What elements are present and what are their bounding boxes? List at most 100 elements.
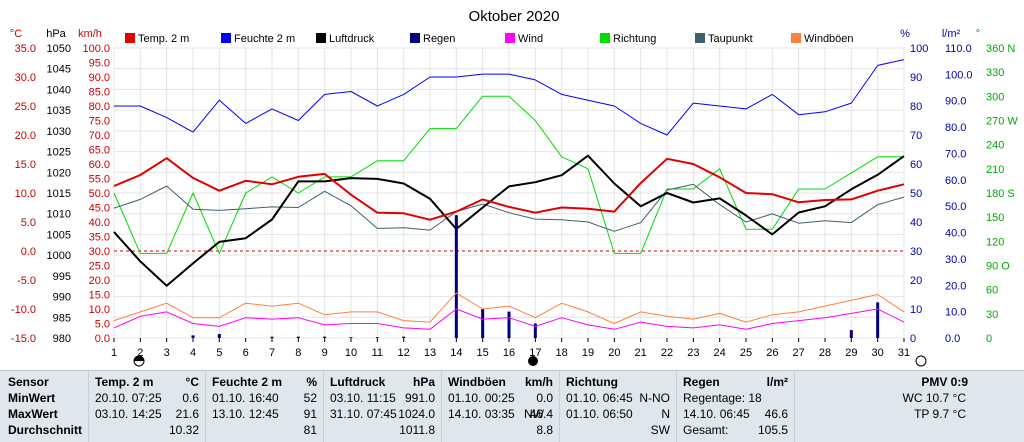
humidity-tick: 60 <box>910 159 922 171</box>
x-tick-label: 16 <box>503 347 515 359</box>
x-tick-label: 1 <box>111 347 117 359</box>
x-tick-label: 30 <box>872 347 884 359</box>
humidity-tick: 0 <box>910 333 916 345</box>
wind-tick: 85.0 <box>89 87 110 99</box>
x-tick-label: 17 <box>529 347 541 359</box>
rain-total-label: Gesamt: <box>683 423 729 437</box>
direction-tick: 120 <box>986 236 1004 248</box>
legend-swatch <box>410 33 420 43</box>
x-axis: 1 2 3 4 5 6 7 8 9 10 11 12 13 14 15 16 17 18 19 20 21 22 23 24 2… <box>111 338 910 359</box>
moon-icon <box>133 355 145 367</box>
gust-min-time: 01.10. 00:25 <box>448 391 515 405</box>
x-tick-label: 15 <box>477 347 489 359</box>
humidity-tick: 100 <box>910 43 928 55</box>
rain-bars <box>191 215 880 338</box>
rain-bar <box>217 334 221 338</box>
direction-tick: 0 <box>986 333 992 345</box>
pressure-tick: 1030 <box>47 126 71 138</box>
wind-tick: 80.0 <box>89 101 110 113</box>
rain-bar <box>270 336 274 338</box>
weather-chart: Oktober 2020 35.030.025.020.015.010.05.0… <box>10 8 1018 367</box>
temp-min-time: 20.10. 07:25 <box>95 391 162 405</box>
x-tick-label: 11 <box>372 347 383 359</box>
legend-swatch <box>221 33 231 43</box>
rain-bar <box>402 336 406 338</box>
rain-tick: 100.0 <box>945 69 973 81</box>
row-max-label: MaxWert <box>8 407 58 421</box>
temp-header: Temp. 2 m <box>95 375 154 389</box>
dir-min: N-NO <box>639 391 670 405</box>
temp-max: 21.6 <box>175 407 199 421</box>
legend-swatch <box>695 33 705 43</box>
wind-tick: 65.0 <box>89 145 110 157</box>
rain-header: Regen <box>683 375 720 389</box>
dir-avg: SW <box>650 423 670 437</box>
rain-bar <box>533 323 537 338</box>
wind-tick: 40.0 <box>89 217 110 229</box>
x-tick-label: 24 <box>714 347 726 359</box>
wind-tick: 45.0 <box>89 203 110 215</box>
x-tick-label: 3 <box>164 347 170 359</box>
rain-tick: 10.0 <box>945 307 966 319</box>
direction-line <box>113 95 904 254</box>
x-tick-label: 20 <box>608 347 620 359</box>
direction-tick: 60 <box>986 285 998 297</box>
legend-label: Regen <box>423 33 455 45</box>
moon-phases <box>133 355 927 367</box>
rain-tick: 30.0 <box>945 254 966 266</box>
rain-unit: l/m² <box>766 375 788 389</box>
temp-tick: -10.0 <box>11 304 36 316</box>
rain-column: Regen l/m² Regentage: 18 14.10. 06:45 46.6… <box>677 371 795 442</box>
pmv-column: PMV 0:9 WC 10.7 °C TP 9.7 °C <box>795 371 1024 442</box>
axes: 35.0 30.0 25.0 20.0 15.0 10.0 5.0 0.0 -5.0 -10.0 -… <box>11 43 1018 345</box>
unit-header: ° <box>976 28 980 40</box>
rain-tick: 60.0 <box>945 175 966 187</box>
press-unit: hPa <box>412 375 435 389</box>
wind-line <box>113 308 905 330</box>
x-tick-label: 31 <box>898 347 910 359</box>
gust-max-dir: NW <box>524 407 544 421</box>
pmv-tp: TP 9.7 °C <box>914 407 966 421</box>
direction-tick: 180 S <box>986 188 1015 200</box>
unit-header: km/h <box>78 28 102 40</box>
humidity-tick: 50 <box>910 188 922 200</box>
press-min-time: 03.10. 11:15 <box>330 391 396 405</box>
direction-tick: 210 <box>986 164 1004 176</box>
x-tick-label: 23 <box>687 347 699 359</box>
x-tick-label: 28 <box>819 347 831 359</box>
pressure-tick: 1025 <box>47 147 71 159</box>
grid-lines <box>113 47 905 339</box>
pressure-tick: 995 <box>53 271 71 283</box>
row-min-label: MinWert <box>8 391 56 405</box>
pressure-tick: 1010 <box>47 209 71 221</box>
legend-swatch <box>600 33 610 43</box>
wind-tick: 15.0 <box>89 290 110 302</box>
gust-header: Windböen <box>448 375 506 389</box>
temp-avg: 10.32 <box>168 423 199 437</box>
pressure-tick: 980 <box>53 333 71 345</box>
gust-max: 46.4 <box>529 407 553 421</box>
pressure-tick: 1040 <box>47 84 71 96</box>
x-tick-label: 2 <box>137 347 143 359</box>
wind-tick: 10.0 <box>89 304 110 316</box>
wind-tick: 35.0 <box>89 232 110 244</box>
x-tick-label: 8 <box>295 347 301 359</box>
temp-tick: 35.0 <box>15 43 36 55</box>
gust-avg: 8.8 <box>536 423 553 437</box>
x-tick-label: 12 <box>398 347 410 359</box>
temp-tick: 25.0 <box>15 101 36 113</box>
rain-bar <box>454 215 458 338</box>
pmv-header: PMV 0:9 <box>921 375 968 389</box>
rain-tick: 90.0 <box>945 96 966 108</box>
gust-unit: km/h <box>524 375 553 389</box>
wind-tick: 30.0 <box>89 246 110 258</box>
gust-max-time: 14.10. 03:35 <box>448 407 515 421</box>
wind-tick: 60.0 <box>89 159 110 171</box>
wind-tick: 5.0 <box>95 319 110 331</box>
legend: Temp. 2 m Feuchte 2 m Luftdruck Regen Wind Ri… <box>125 33 854 45</box>
humidity-line <box>114 59 905 136</box>
x-tick-label: 18 <box>556 347 568 359</box>
rain-tick: 0.0 <box>945 333 960 345</box>
temp-column: Temp. 2 m °C 20.10. 07:25 0.6 03.10. 14:25… <box>89 371 206 442</box>
legend-swatch <box>316 33 326 43</box>
